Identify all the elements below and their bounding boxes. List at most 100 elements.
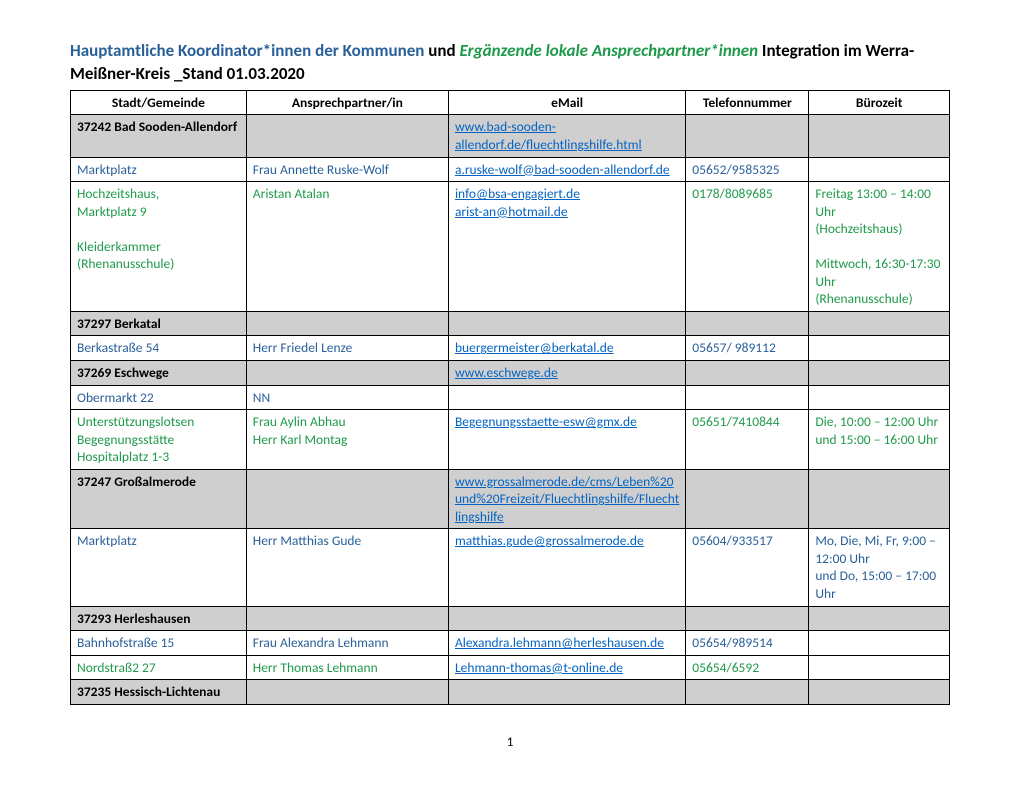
table-cell: 37293 Herleshausen [71, 606, 247, 631]
table-cell [686, 360, 809, 385]
table-cell: Nordstraß2 27 [71, 655, 247, 680]
column-header: Stadt/Gemeinde [71, 90, 247, 115]
table-cell: Bahnhofstraße 15 [71, 631, 247, 656]
table-cell: 37242 Bad Sooden-Allendorf [71, 115, 247, 157]
table-cell: 37235 Hessisch-Lichtenau [71, 680, 247, 705]
table-cell [809, 385, 950, 410]
table-cell [686, 469, 809, 529]
table-cell: matthias.gude@grossalmerode.de [448, 529, 685, 606]
page-number: 1 [70, 735, 950, 750]
table-cell [809, 157, 950, 182]
contacts-table: Stadt/GemeindeAnsprechpartner/ineMailTel… [70, 90, 950, 705]
table-cell: buergermeister@berkatal.de [448, 336, 685, 361]
table-cell: Freitag 13:00 – 14:00 Uhr(Hochzeitshaus)… [809, 182, 950, 312]
table-cell [448, 680, 685, 705]
table-cell [246, 469, 448, 529]
table-cell: Hochzeitshaus,Marktplatz 9Kleiderkammer(… [71, 182, 247, 312]
table-cell [448, 385, 685, 410]
table-cell [686, 680, 809, 705]
title-part1: Hauptamtliche Koordinator*innen der Komm… [70, 40, 424, 61]
table-row: Nordstraß2 27Herr Thomas LehmannLehmann-… [71, 655, 950, 680]
table-cell: info@bsa-engagiert.dearist-an@hotmail.de [448, 182, 685, 312]
table-cell [809, 336, 950, 361]
table-cell [809, 655, 950, 680]
table-cell [809, 680, 950, 705]
table-cell: Aristan Atalan [246, 182, 448, 312]
link[interactable]: www.eschwege.de [455, 364, 558, 381]
table-cell [686, 115, 809, 157]
table-cell: Frau Annette Ruske-Wolf [246, 157, 448, 182]
table-cell: 05654/989514 [686, 631, 809, 656]
link[interactable]: buergermeister@berkatal.de [455, 339, 614, 356]
table-cell [246, 115, 448, 157]
document-title: Hauptamtliche Koordinator*innen der Komm… [70, 40, 950, 86]
table-cell: 37247 Großalmerode [71, 469, 247, 529]
table-cell [809, 469, 950, 529]
link[interactable]: a.ruske-wolf@bad-sooden-allendorf.de [455, 161, 670, 178]
title-part2: Ergänzende lokale Ansprechpartner*innen [459, 40, 758, 61]
table-row: MarktplatzHerr Matthias Gude matthias.gud… [71, 529, 950, 606]
table-cell: www.eschwege.de [448, 360, 685, 385]
table-cell [686, 385, 809, 410]
table-cell: Berkastraße 54 [71, 336, 247, 361]
link[interactable]: info@bsa-engagiert.de [455, 185, 580, 202]
table-cell: Marktplatz [71, 529, 247, 606]
table-cell: Frau Aylin AbhauHerr Karl Montag [246, 410, 448, 470]
table-row: 37242 Bad Sooden-Allendorf www.bad-sooden… [71, 115, 950, 157]
link[interactable]: arist-an@hotmail.de [455, 203, 568, 220]
link[interactable]: matthias.gude@grossalmerode.de [455, 532, 644, 549]
table-row: Bahnhofstraße 15Frau Alexandra Lehmann Al… [71, 631, 950, 656]
table-cell [246, 680, 448, 705]
table-row: Hochzeitshaus,Marktplatz 9Kleiderkammer(… [71, 182, 950, 312]
title-und: und [424, 40, 459, 61]
column-header: Telefonnummer [686, 90, 809, 115]
table-cell: Begegnungsstaette-esw@gmx.de [448, 410, 685, 470]
table-cell [246, 311, 448, 336]
link[interactable]: Alexandra.lehmann@herleshausen.de [455, 634, 664, 651]
table-row: UnterstützungslotsenBegegnungsstätteHosp… [71, 410, 950, 470]
table-row: Berkastraße 54Herr Friedel Lenze buergerm… [71, 336, 950, 361]
link[interactable]: Begegnungsstaette-esw@gmx.de [455, 413, 637, 430]
table-cell [448, 606, 685, 631]
table-cell [809, 631, 950, 656]
table-cell: 37269 Eschwege [71, 360, 247, 385]
table-cell: Marktplatz [71, 157, 247, 182]
table-cell [686, 606, 809, 631]
table-cell: Alexandra.lehmann@herleshausen.de [448, 631, 685, 656]
link[interactable]: www.bad-sooden-allendorf.de/fluechtlings… [455, 118, 642, 153]
table-cell [809, 311, 950, 336]
table-cell: NN [246, 385, 448, 410]
table-row: 37247 Großalmerode www.grossalmerode.de/c… [71, 469, 950, 529]
table-cell: 37297 Berkatal [71, 311, 247, 336]
table-cell [448, 311, 685, 336]
table-cell: 05657/ 989112 [686, 336, 809, 361]
link[interactable]: Lehmann-thomas@t-online.de [455, 659, 623, 676]
table-cell: Frau Alexandra Lehmann [246, 631, 448, 656]
table-cell: UnterstützungslotsenBegegnungsstätteHosp… [71, 410, 247, 470]
table-cell: Lehmann-thomas@t-online.de [448, 655, 685, 680]
table-cell: 05652/9585325 [686, 157, 809, 182]
table-row: 37293 Herleshausen [71, 606, 950, 631]
table-cell: 05654/6592 [686, 655, 809, 680]
table-cell: Herr Friedel Lenze [246, 336, 448, 361]
table-cell: www.bad-sooden-allendorf.de/fluechtlings… [448, 115, 685, 157]
table-cell: 05604/933517 [686, 529, 809, 606]
column-header: Bürozeit [809, 90, 950, 115]
table-row: MarktplatzFrau Annette Ruske-Wolf a.ruske… [71, 157, 950, 182]
table-row: 37269 Eschwege www.eschwege.de [71, 360, 950, 385]
table-cell: 0178/8089685 [686, 182, 809, 312]
column-header: Ansprechpartner/in [246, 90, 448, 115]
table-cell: a.ruske-wolf@bad-sooden-allendorf.de [448, 157, 685, 182]
table-cell [246, 360, 448, 385]
table-cell [246, 606, 448, 631]
table-cell [809, 360, 950, 385]
table-cell [809, 115, 950, 157]
column-header: eMail [448, 90, 685, 115]
table-row: Obermarkt 22NN [71, 385, 950, 410]
table-cell [686, 311, 809, 336]
table-row: 37297 Berkatal [71, 311, 950, 336]
link[interactable]: www.grossalmerode.de/cms/Leben%20und%20F… [455, 473, 679, 525]
table-row: 37235 Hessisch-Lichtenau [71, 680, 950, 705]
table-cell: Herr Matthias Gude [246, 529, 448, 606]
table-cell: www.grossalmerode.de/cms/Leben%20und%20F… [448, 469, 685, 529]
